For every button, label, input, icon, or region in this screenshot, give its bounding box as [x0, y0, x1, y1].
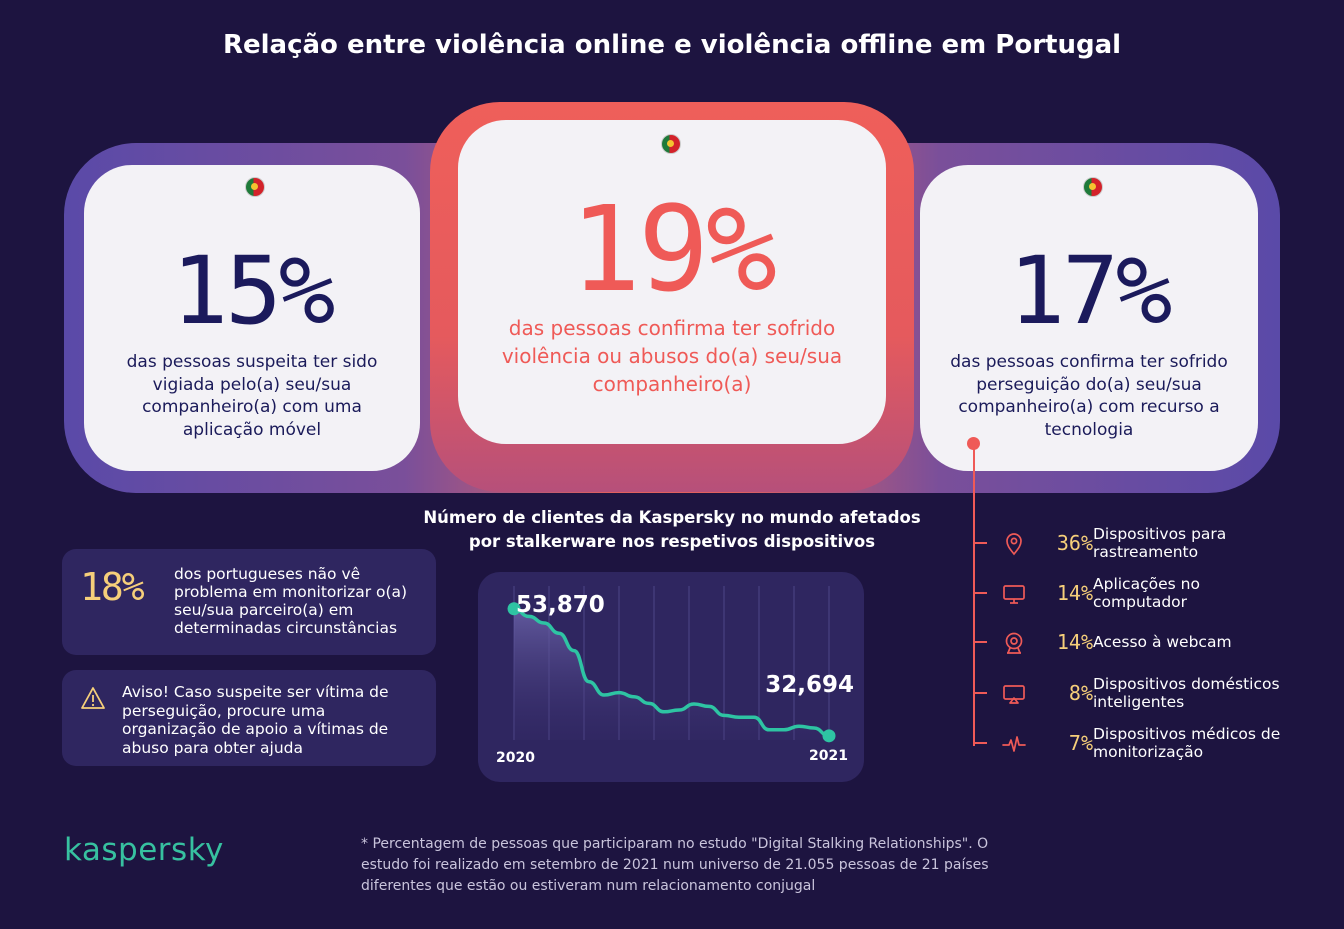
info-text: dos portugueses não vê problema em monit…: [174, 565, 408, 637]
list-tick: [973, 592, 987, 594]
device-percent: 14%: [1056, 581, 1093, 605]
list-connector-dot: [967, 437, 980, 450]
device-percent: 14%: [1056, 630, 1093, 654]
stat-card-center: 19% das pessoas confirma ter sofrido vio…: [458, 120, 886, 444]
x-tick-label-end: 2021: [809, 748, 848, 764]
list-tick: [973, 742, 987, 744]
stat-description: das pessoas confirma ter sofrido violênc…: [501, 316, 843, 396]
location-pin-icon: [1006, 533, 1022, 556]
heartbeat-icon: [1002, 736, 1026, 752]
portugal-flag-icon: [1083, 177, 1103, 197]
chart-point-end: [822, 729, 836, 743]
list-tick: [973, 692, 987, 694]
device-label: Aplicações no computador: [1093, 575, 1200, 611]
device-label: Acesso à webcam: [1093, 633, 1232, 651]
portugal-flag-icon: [245, 177, 265, 197]
portugal-flag-icon: [661, 134, 681, 154]
device-percent: 7%: [1068, 731, 1093, 755]
footnote: * Percentagem de pessoas que participara…: [361, 836, 989, 894]
stat-description: das pessoas confirma ter sofrido persegu…: [950, 352, 1228, 440]
data-label-start: 53,870: [516, 592, 605, 618]
webcam-icon: [1005, 632, 1023, 654]
warning-text: Aviso! Caso suspeite ser vítima de perse…: [122, 683, 389, 757]
stat-percent: 19%: [569, 180, 777, 318]
stalkerware-line-chart: 53,870 32,694 2020 2021: [478, 572, 864, 782]
stat-percent: 17%: [1008, 237, 1173, 346]
device-label: Dispositivos para rastreamento: [1093, 525, 1227, 561]
warning-box: Aviso! Caso suspeite ser vítima de perse…: [62, 670, 436, 766]
x-tick-label-start: 2020: [496, 750, 535, 766]
device-label: Dispositivos médicos de monitorização: [1093, 725, 1281, 761]
info-percent: 18%: [80, 565, 145, 609]
device-label: Dispositivos domésticos inteligentes: [1093, 675, 1280, 711]
stat-card-left: 15% das pessoas suspeita ter sido vigiad…: [84, 165, 420, 471]
stat-card-right: 17% das pessoas confirma ter sofrido per…: [920, 165, 1258, 471]
list-tick: [973, 641, 987, 643]
chart-area: [514, 608, 829, 740]
chart-series-line: [512, 607, 831, 738]
stat-percent: 15%: [171, 237, 336, 346]
smart-home-device-icon: [1003, 685, 1025, 704]
chart-point-start: [507, 602, 521, 616]
stat-description: das pessoas suspeita ter sido vigiada pe…: [126, 352, 378, 440]
info-box: 18% dos portugueses não vê problema em m…: [62, 549, 436, 655]
computer-monitor-icon: [1003, 585, 1025, 604]
warning-icon: [81, 687, 105, 709]
device-percent: 36%: [1056, 531, 1093, 555]
list-tick: [973, 542, 987, 544]
chart-title: Número de clientes da Kaspersky no mundo…: [423, 508, 921, 551]
data-label-end: 32,694: [765, 672, 854, 698]
page-title: Relação entre violência online e violênc…: [222, 30, 1122, 60]
list-connector-line: [973, 444, 975, 746]
device-percent: 8%: [1068, 681, 1093, 705]
kaspersky-logo: kaspersky: [64, 832, 224, 868]
